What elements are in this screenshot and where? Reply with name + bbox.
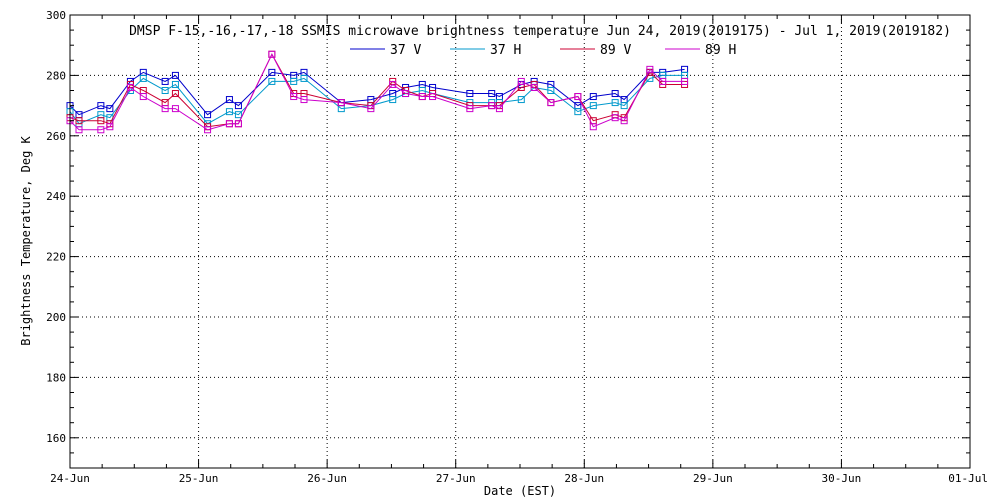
data-point-37-v (204, 111, 212, 119)
data-point-89-h (574, 93, 582, 101)
data-point-37-v (161, 77, 169, 85)
data-point-89-v (97, 117, 105, 125)
y-tick-label: 200 (46, 311, 66, 324)
data-point-89-h (75, 126, 83, 134)
x-tick-label: 28-Jun (564, 472, 604, 485)
data-point-37-v (225, 96, 233, 104)
data-point-89-h (530, 83, 538, 91)
x-tick-label: 27-Jun (436, 472, 476, 485)
data-point-37-h (547, 87, 555, 94)
legend-label-89-v: 89 V (600, 43, 631, 58)
data-point-89-h (367, 105, 375, 113)
data-point-89-h (659, 77, 667, 85)
data-point-37-v (268, 68, 276, 76)
data-point-89-v (75, 117, 83, 125)
legend-label-37-v: 37 V (390, 43, 421, 58)
data-point-89-h (139, 93, 147, 101)
data-point-37-h (234, 111, 242, 119)
data-point-37-h (611, 99, 619, 107)
data-point-89-h (620, 117, 628, 125)
data-point-89-h (611, 114, 619, 122)
data-point-89-h (681, 77, 689, 85)
data-point-37-v (234, 102, 242, 110)
data-point-37-h (139, 74, 147, 82)
data-point-89-h (418, 93, 426, 101)
x-tick-label: 29-Jun (693, 472, 733, 485)
data-point-89-h (646, 65, 654, 73)
y-axis-label: Brightness Temperature, Deg K (19, 135, 33, 345)
x-tick-label: 25-Jun (179, 472, 219, 485)
y-tick-label: 280 (46, 69, 66, 82)
data-point-37-v (106, 105, 114, 113)
legend-label-37-h: 37 H (490, 43, 521, 58)
data-point-89-h (495, 105, 503, 113)
data-point-37-h (589, 102, 597, 110)
y-tick-label: 220 (46, 251, 66, 264)
data-point-89-h (402, 90, 410, 98)
data-point-89-h (161, 105, 169, 113)
data-point-37-h (161, 87, 169, 94)
legend: 37 V 37 H 89 V 89 H (350, 43, 736, 58)
data-point-89-v (171, 90, 179, 98)
x-tick-label: 26-Jun (307, 472, 347, 485)
data-point-37-h (620, 102, 628, 110)
data-point-89-h (466, 105, 474, 113)
data-point-89-h (97, 126, 105, 134)
chart-title: DMSP F-15,-16,-17,-18 SSMIS microwave br… (129, 24, 951, 39)
data-point-37-h (268, 77, 276, 85)
data-point-37-h (389, 96, 397, 104)
x-tick-label: 01-Jul (948, 472, 988, 485)
data-point-37-v (97, 102, 105, 110)
data-point-89-h (268, 50, 276, 58)
data-point-37-h (171, 80, 179, 88)
data-point-37-h (517, 96, 525, 104)
axis-ticks: 160 180 200 220 240 260 280 300 24-Jun 25-Jun 26-J… (46, 9, 988, 485)
x-tick-label: 24-Jun (50, 472, 90, 485)
data-point-89-h (171, 105, 179, 113)
data-point-89-h (204, 126, 212, 134)
data-point-37-v (171, 71, 179, 79)
series-line-89-h (69, 53, 685, 131)
data-point-89-h (290, 93, 298, 101)
data-point-89-h (300, 96, 308, 104)
data-point-37-v (488, 90, 496, 98)
legend-label-89-h: 89 H (705, 43, 736, 58)
x-tick-label: 30-Jun (822, 472, 862, 485)
data-point-89-h (589, 123, 597, 131)
series-line-37-v (69, 68, 685, 116)
data-point-37-h (300, 74, 308, 82)
y-tick-label: 160 (46, 432, 66, 445)
series-line-37-h (69, 74, 685, 125)
data-point-37-h (290, 77, 298, 85)
y-tick-label: 260 (46, 130, 66, 143)
data-point-89-h (488, 102, 496, 110)
data-point-37-v (611, 90, 619, 98)
data-point-37-v (466, 90, 474, 98)
data-point-89-h (389, 80, 397, 88)
data-point-89-h (547, 99, 555, 107)
data-point-37-h (574, 108, 582, 116)
data-point-37-v (589, 93, 597, 101)
data-point-89-h (225, 120, 233, 128)
x-axis-label: Date (EST) (484, 484, 556, 498)
data-point-37-h (225, 108, 233, 116)
y-tick-label: 180 (46, 371, 66, 384)
data-point-89-h (106, 123, 114, 131)
series-lines (66, 50, 689, 134)
data-point-89-h (234, 120, 242, 128)
y-tick-label: 300 (46, 9, 66, 22)
y-tick-label: 240 (46, 190, 66, 203)
data-point-89-h (126, 83, 134, 91)
data-point-89-h (337, 99, 345, 107)
data-point-89-h (517, 77, 525, 85)
data-point-89-h (429, 93, 437, 101)
